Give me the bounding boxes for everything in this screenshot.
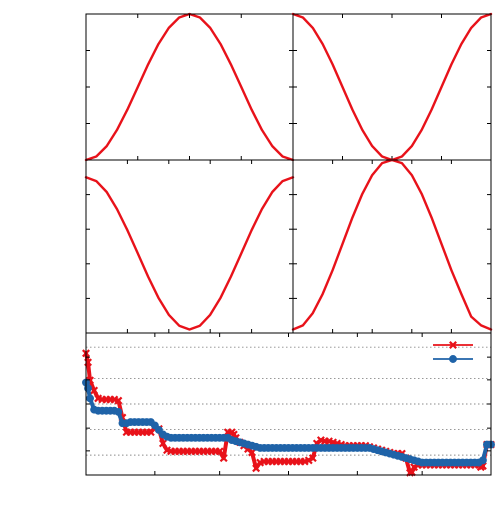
panel-frame	[292, 13, 492, 161]
series-1-point	[252, 464, 261, 473]
panel-bottom	[82, 332, 495, 477]
panel-top-left	[84, 12, 295, 162]
series-2-point	[86, 394, 95, 403]
series-2-point	[478, 456, 487, 465]
legend	[433, 341, 473, 363]
panel-frame	[85, 332, 492, 476]
series-line-1	[291, 12, 493, 162]
legend-marker-2	[449, 355, 457, 363]
series-1-point	[215, 447, 224, 456]
panel-frame	[292, 159, 492, 334]
series-1-point	[408, 468, 417, 477]
series-1-point	[308, 454, 317, 463]
series-2-point	[114, 407, 123, 416]
panel-middle-left	[84, 159, 295, 334]
series-line-1	[84, 12, 295, 162]
legend-marker-1	[449, 341, 457, 349]
series-1-point	[114, 396, 123, 405]
series-1-point	[158, 439, 167, 448]
series-line-1	[84, 176, 295, 331]
series-1-point	[304, 456, 313, 465]
panel-top-right	[291, 12, 493, 162]
series-1-point	[219, 454, 228, 463]
panel-frame	[85, 159, 294, 334]
panels	[82, 12, 495, 477]
series-1-point	[410, 463, 419, 472]
panel-frame	[85, 13, 294, 161]
panel-middle-right	[291, 158, 493, 334]
series-line-1	[291, 158, 493, 331]
series-1-point	[248, 448, 257, 457]
